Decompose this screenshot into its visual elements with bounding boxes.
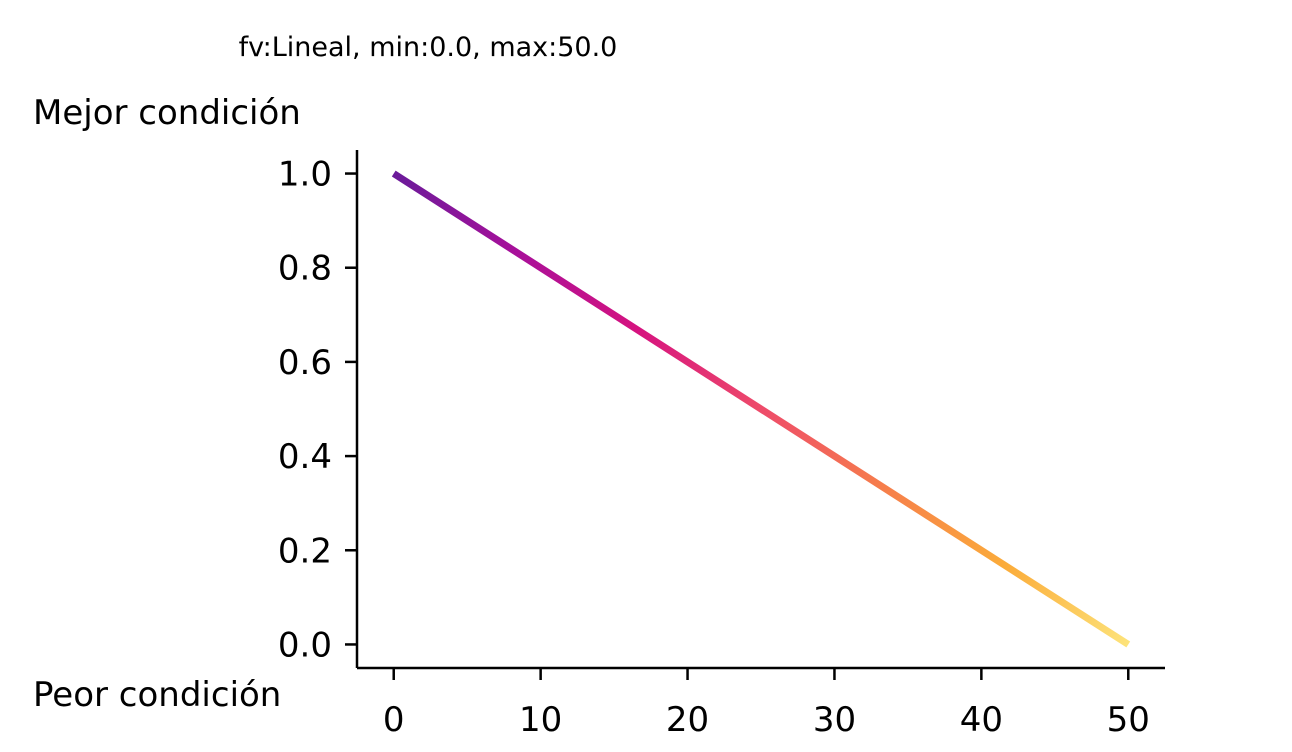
y-tick-label: 1.0 bbox=[278, 155, 332, 195]
x-tick-label: 30 bbox=[813, 700, 856, 740]
y-tick-label: 0.4 bbox=[278, 437, 332, 477]
series-line bbox=[394, 174, 1129, 645]
x-axis: 0 10 20 30 40 50 bbox=[357, 668, 1165, 740]
y-tick-label: 0.2 bbox=[278, 531, 332, 571]
y-tick-label: 0.8 bbox=[278, 249, 332, 289]
y-tick-label: 0.6 bbox=[278, 343, 332, 383]
y-tick-label: 0.0 bbox=[278, 625, 332, 665]
x-tick-label: 20 bbox=[666, 700, 709, 740]
bottom-condition-label: Peor condición bbox=[33, 675, 281, 715]
x-tick-label: 40 bbox=[960, 700, 1003, 740]
y-axis: 0.0 0.2 0.4 0.6 0.8 1.0 bbox=[278, 150, 357, 668]
x-tick-label: 10 bbox=[519, 700, 562, 740]
x-tick-label: 0 bbox=[383, 700, 405, 740]
chart-title: fv:Lineal, min:0.0, max:50.0 bbox=[239, 32, 618, 63]
top-condition-label: Mejor condición bbox=[33, 93, 301, 133]
x-tick-label: 50 bbox=[1107, 700, 1150, 740]
plot-series bbox=[394, 174, 1129, 645]
